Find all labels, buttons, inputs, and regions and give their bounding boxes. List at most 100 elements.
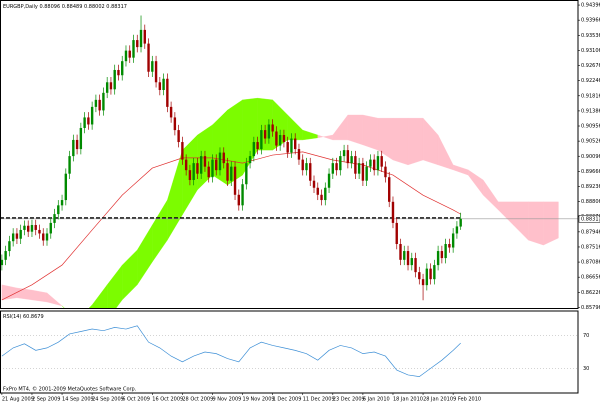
candle-body — [53, 214, 56, 223]
rsi-panel — [0, 325, 578, 377]
y-tick-label: 0.87946 — [581, 229, 600, 235]
candle-body — [263, 130, 267, 139]
x-tick-label: 28 Jan 2010 — [423, 397, 453, 403]
candle-body — [68, 156, 71, 174]
candle-body — [376, 156, 380, 171]
candle-body — [87, 117, 90, 125]
candle-body — [64, 173, 68, 201]
candle-body — [42, 233, 45, 241]
candle-body — [147, 43, 150, 72]
candle-body — [271, 124, 274, 132]
candle-body — [384, 166, 387, 178]
candle-body — [45, 233, 49, 241]
y-tick-label: 0.91386 — [581, 108, 600, 114]
candle-body — [282, 135, 286, 143]
candle-body — [132, 40, 135, 58]
candle-body — [444, 244, 447, 259]
candle-body — [230, 166, 233, 181]
cloud-segment — [392, 117, 409, 166]
candle-body — [425, 268, 429, 286]
candle-body — [233, 166, 237, 195]
candle-body — [388, 177, 391, 202]
candle-body — [154, 61, 158, 83]
candle-body — [203, 156, 207, 167]
x-tick-label: 9 Nov 2009 — [212, 397, 241, 403]
price-box-label: 0.88317 — [581, 216, 600, 222]
candle-body — [162, 78, 165, 91]
symbol: EURGBP,Daily — [3, 4, 38, 10]
candle-body — [75, 139, 79, 150]
y-tick-label: 0.87086 — [581, 260, 600, 266]
rsi-name: RSI(14) — [3, 314, 21, 320]
candle-body — [177, 130, 180, 143]
candle-body — [433, 265, 436, 280]
candle-body — [403, 251, 406, 260]
candle-body — [102, 92, 105, 111]
candle-body — [365, 166, 368, 181]
candle-body — [136, 40, 139, 48]
candle-body — [226, 163, 229, 181]
candle-body — [169, 106, 173, 118]
candle-body — [128, 50, 131, 58]
candle-body — [79, 127, 83, 150]
y-tick-label: 0.89236 — [581, 184, 600, 190]
cloud-segment — [362, 114, 379, 151]
axes: 0.94396 0.93966 0.93536 0.93106 0.92676 0.922… — [1, 3, 600, 403]
candle-body — [49, 222, 52, 234]
candle-body — [436, 251, 440, 266]
candle-body — [395, 222, 398, 245]
candle-body — [90, 106, 94, 125]
candle-body — [60, 200, 64, 206]
candle-body — [248, 156, 252, 164]
candle-body — [215, 159, 218, 171]
chart-header: EURGBP,Daily 0.88096 0.88489 0.88002 0.8… — [3, 4, 127, 10]
rsi-line — [1, 325, 461, 377]
candle-body — [406, 251, 410, 266]
x-tick-label: 1 Dec 2009 — [273, 397, 302, 403]
candle-body — [290, 138, 293, 153]
candle-body — [4, 251, 7, 260]
candle-body — [357, 163, 361, 174]
y-tick-label: 0.93966 — [581, 18, 600, 24]
candle-body — [316, 187, 319, 195]
candle-body — [309, 163, 312, 181]
candle-body — [294, 138, 297, 150]
candle-body — [143, 29, 146, 44]
footer: FxPro MT4, © 2001-2009 MetaQuotes Softwa… — [3, 386, 137, 393]
candle-body — [121, 61, 124, 76]
candle-body — [117, 69, 120, 76]
candle-body — [399, 244, 402, 260]
candle-body — [105, 82, 109, 93]
candle-body — [418, 272, 421, 280]
candle-body — [297, 149, 301, 160]
candle-body — [218, 152, 222, 171]
y-tick-label: 0.94396 — [581, 3, 600, 9]
x-tick-label: 9 Feb 2010 — [453, 397, 481, 403]
candle-body — [361, 163, 365, 181]
y-tick-label: 0.90096 — [581, 154, 600, 160]
close: 0.88317 — [106, 4, 127, 10]
y-tick-label: 0.90956 — [581, 124, 600, 130]
y-tick-label: 0.92676 — [581, 63, 600, 69]
candle-body — [124, 50, 128, 62]
price-panel — [0, 15, 578, 301]
x-tick-label: 24 Sep 2009 — [92, 397, 124, 403]
candle-body — [34, 225, 37, 230]
candle-body — [312, 180, 316, 188]
x-tick-label: 19 Nov 2009 — [243, 397, 275, 403]
price-frame — [0, 0, 579, 309]
rsi-tick-label: 30 — [583, 366, 589, 372]
x-tick-label: 28 Oct 2009 — [182, 397, 213, 403]
candle-body — [286, 142, 289, 153]
candle-body — [23, 225, 26, 230]
candle-body — [301, 159, 304, 171]
candle-body — [151, 61, 154, 72]
candle-body — [72, 139, 75, 157]
y-tick-label: 0.90526 — [581, 139, 600, 145]
candle-body — [199, 156, 203, 174]
y-tick-label: 0.87516 — [581, 244, 600, 250]
y-tick-label: 0.91816 — [581, 93, 600, 99]
candle-body — [324, 187, 327, 201]
